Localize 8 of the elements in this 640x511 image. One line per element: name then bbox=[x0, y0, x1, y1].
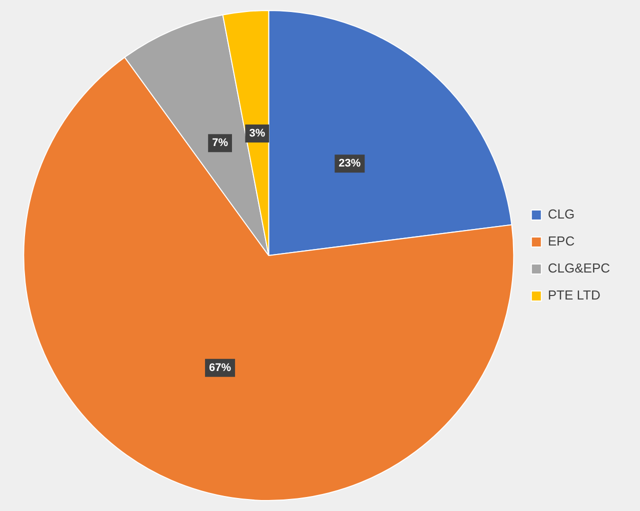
data-label: 3% bbox=[249, 128, 266, 140]
data-label: 7% bbox=[212, 137, 228, 150]
legend-label: PTE LTD bbox=[548, 288, 600, 303]
legend-label: EPC bbox=[548, 234, 575, 249]
data-label: 67% bbox=[209, 362, 232, 374]
legend-label: CLG&EPC bbox=[548, 260, 610, 276]
legend-label: CLG bbox=[548, 206, 575, 222]
data-label: 23% bbox=[338, 158, 361, 170]
